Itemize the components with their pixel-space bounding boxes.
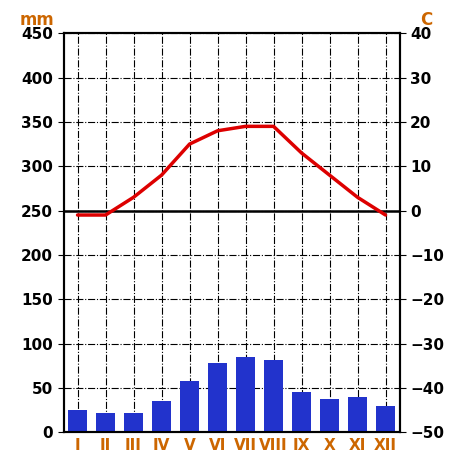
Bar (180, 381, 199, 432)
Bar (237, 357, 255, 432)
Text: mm: mm (20, 11, 54, 29)
Text: C: C (419, 11, 432, 29)
Bar (321, 399, 339, 432)
Bar (292, 392, 311, 432)
Bar (153, 401, 171, 432)
Bar (208, 363, 227, 432)
Bar (264, 360, 283, 432)
Bar (348, 397, 367, 432)
Bar (96, 413, 115, 432)
Bar (376, 406, 395, 432)
Bar (69, 410, 87, 432)
Bar (124, 413, 143, 432)
